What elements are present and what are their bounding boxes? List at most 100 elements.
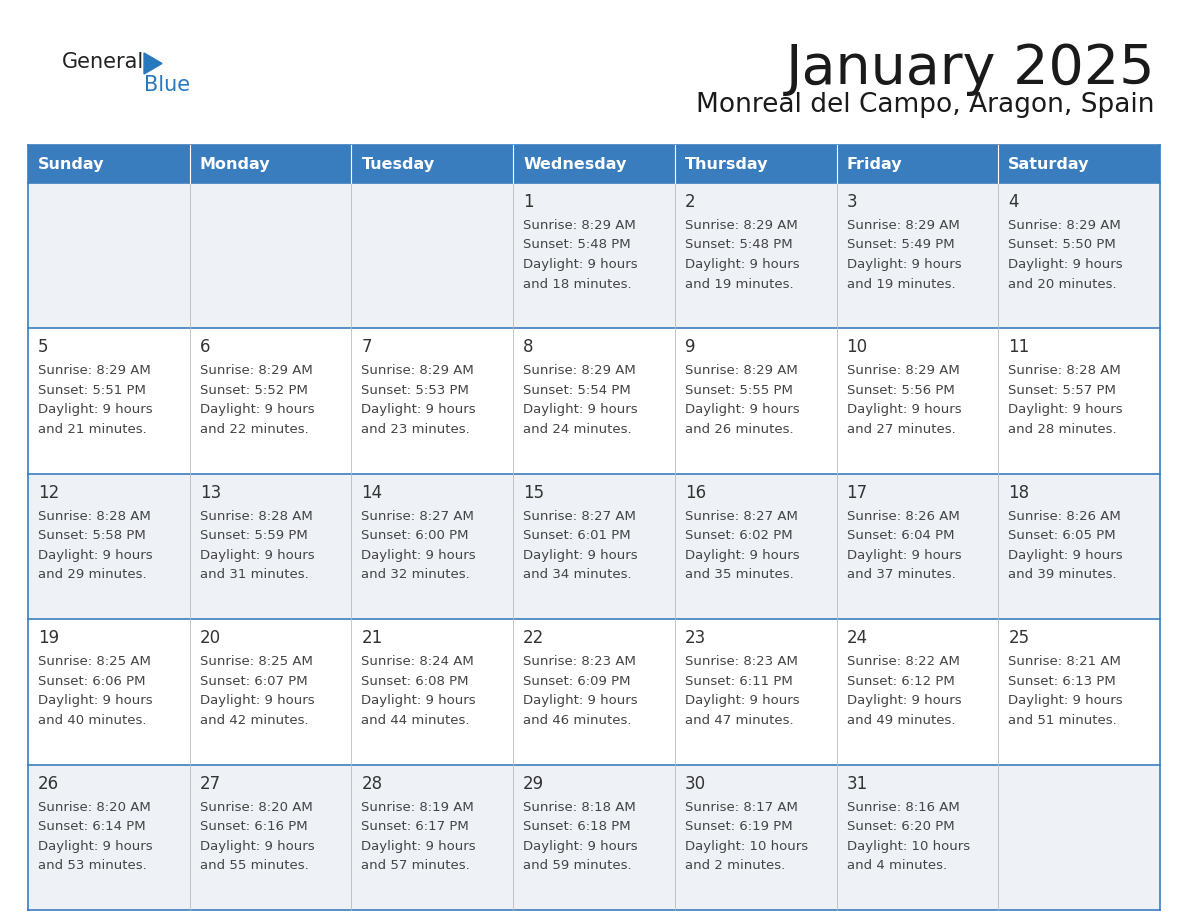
Text: Tuesday: Tuesday	[361, 156, 435, 172]
Text: 3: 3	[847, 193, 858, 211]
Text: Sunset: 5:55 PM: Sunset: 5:55 PM	[684, 384, 792, 397]
Text: Sunset: 5:50 PM: Sunset: 5:50 PM	[1009, 239, 1116, 252]
Text: Daylight: 9 hours: Daylight: 9 hours	[1009, 403, 1123, 417]
Polygon shape	[144, 53, 162, 74]
Text: Sunrise: 8:27 AM: Sunrise: 8:27 AM	[523, 509, 636, 522]
Text: Daylight: 9 hours: Daylight: 9 hours	[523, 403, 638, 417]
Text: Sunset: 6:13 PM: Sunset: 6:13 PM	[1009, 675, 1116, 688]
Text: Sunrise: 8:29 AM: Sunrise: 8:29 AM	[847, 364, 960, 377]
Text: and 59 minutes.: and 59 minutes.	[523, 859, 632, 872]
Text: Daylight: 9 hours: Daylight: 9 hours	[523, 840, 638, 853]
Text: Saturday: Saturday	[1009, 156, 1089, 172]
Bar	[29, 183, 1159, 329]
Text: and 32 minutes.: and 32 minutes.	[361, 568, 470, 581]
Text: Daylight: 9 hours: Daylight: 9 hours	[361, 694, 476, 707]
Text: Sunrise: 8:24 AM: Sunrise: 8:24 AM	[361, 655, 474, 668]
Text: Sunrise: 8:25 AM: Sunrise: 8:25 AM	[38, 655, 151, 668]
Text: Sunset: 5:58 PM: Sunset: 5:58 PM	[38, 530, 146, 543]
Text: 27: 27	[200, 775, 221, 792]
Text: and 35 minutes.: and 35 minutes.	[684, 568, 794, 581]
Text: and 47 minutes.: and 47 minutes.	[684, 713, 794, 727]
Text: Thursday: Thursday	[684, 156, 769, 172]
Text: and 29 minutes.: and 29 minutes.	[38, 568, 146, 581]
Bar	[29, 620, 1159, 765]
Text: Sunset: 6:02 PM: Sunset: 6:02 PM	[684, 530, 792, 543]
Text: and 2 minutes.: and 2 minutes.	[684, 859, 785, 872]
Text: Daylight: 9 hours: Daylight: 9 hours	[684, 549, 800, 562]
Text: Daylight: 9 hours: Daylight: 9 hours	[684, 403, 800, 417]
Text: Friday: Friday	[847, 156, 902, 172]
Text: Sunrise: 8:21 AM: Sunrise: 8:21 AM	[1009, 655, 1121, 668]
Text: 1: 1	[523, 193, 533, 211]
Text: and 28 minutes.: and 28 minutes.	[1009, 423, 1117, 436]
Text: Monday: Monday	[200, 156, 271, 172]
Text: Sunrise: 8:29 AM: Sunrise: 8:29 AM	[361, 364, 474, 377]
Bar	[29, 145, 1159, 183]
Text: Daylight: 9 hours: Daylight: 9 hours	[847, 549, 961, 562]
Text: Sunrise: 8:29 AM: Sunrise: 8:29 AM	[847, 219, 960, 232]
Text: and 34 minutes.: and 34 minutes.	[523, 568, 632, 581]
Text: 9: 9	[684, 339, 695, 356]
Text: 6: 6	[200, 339, 210, 356]
Text: Sunset: 6:14 PM: Sunset: 6:14 PM	[38, 820, 146, 834]
Text: Daylight: 9 hours: Daylight: 9 hours	[523, 549, 638, 562]
Text: and 55 minutes.: and 55 minutes.	[200, 859, 309, 872]
Text: Sunrise: 8:23 AM: Sunrise: 8:23 AM	[684, 655, 797, 668]
Text: 29: 29	[523, 775, 544, 792]
Text: Daylight: 9 hours: Daylight: 9 hours	[200, 403, 315, 417]
Text: 4: 4	[1009, 193, 1019, 211]
Text: 7: 7	[361, 339, 372, 356]
Text: and 51 minutes.: and 51 minutes.	[1009, 713, 1117, 727]
Text: Daylight: 9 hours: Daylight: 9 hours	[200, 694, 315, 707]
Text: Sunset: 6:08 PM: Sunset: 6:08 PM	[361, 675, 469, 688]
Text: and 26 minutes.: and 26 minutes.	[684, 423, 794, 436]
Text: Daylight: 9 hours: Daylight: 9 hours	[200, 549, 315, 562]
Text: and 21 minutes.: and 21 minutes.	[38, 423, 147, 436]
Text: Sunset: 6:09 PM: Sunset: 6:09 PM	[523, 675, 631, 688]
Text: Sunrise: 8:27 AM: Sunrise: 8:27 AM	[684, 509, 797, 522]
Text: Sunset: 5:57 PM: Sunset: 5:57 PM	[1009, 384, 1117, 397]
Text: Daylight: 9 hours: Daylight: 9 hours	[684, 694, 800, 707]
Text: Sunset: 5:56 PM: Sunset: 5:56 PM	[847, 384, 954, 397]
Text: 31: 31	[847, 775, 867, 792]
Text: and 20 minutes.: and 20 minutes.	[1009, 277, 1117, 290]
Text: Sunset: 5:59 PM: Sunset: 5:59 PM	[200, 530, 308, 543]
Bar	[29, 329, 1159, 474]
Text: and 37 minutes.: and 37 minutes.	[847, 568, 955, 581]
Text: 23: 23	[684, 629, 706, 647]
Text: Wednesday: Wednesday	[523, 156, 626, 172]
Text: Sunrise: 8:22 AM: Sunrise: 8:22 AM	[847, 655, 960, 668]
Text: Sunrise: 8:23 AM: Sunrise: 8:23 AM	[523, 655, 636, 668]
Text: 13: 13	[200, 484, 221, 502]
Text: Daylight: 9 hours: Daylight: 9 hours	[361, 840, 476, 853]
Text: and 18 minutes.: and 18 minutes.	[523, 277, 632, 290]
Text: Sunset: 6:01 PM: Sunset: 6:01 PM	[523, 530, 631, 543]
Text: 20: 20	[200, 629, 221, 647]
Text: Daylight: 9 hours: Daylight: 9 hours	[684, 258, 800, 271]
Text: Sunrise: 8:29 AM: Sunrise: 8:29 AM	[38, 364, 151, 377]
Text: Sunset: 6:06 PM: Sunset: 6:06 PM	[38, 675, 145, 688]
Text: 15: 15	[523, 484, 544, 502]
Text: Daylight: 10 hours: Daylight: 10 hours	[684, 840, 808, 853]
Text: Sunrise: 8:29 AM: Sunrise: 8:29 AM	[684, 219, 797, 232]
Text: 30: 30	[684, 775, 706, 792]
Text: 11: 11	[1009, 339, 1030, 356]
Text: January 2025: January 2025	[785, 42, 1155, 96]
Text: Daylight: 9 hours: Daylight: 9 hours	[847, 694, 961, 707]
Text: Daylight: 9 hours: Daylight: 9 hours	[38, 694, 152, 707]
Text: Sunset: 6:05 PM: Sunset: 6:05 PM	[1009, 530, 1116, 543]
Text: Daylight: 9 hours: Daylight: 9 hours	[38, 403, 152, 417]
Text: Sunrise: 8:29 AM: Sunrise: 8:29 AM	[1009, 219, 1121, 232]
Text: and 31 minutes.: and 31 minutes.	[200, 568, 309, 581]
Text: 21: 21	[361, 629, 383, 647]
Text: 14: 14	[361, 484, 383, 502]
Text: Sunset: 5:49 PM: Sunset: 5:49 PM	[847, 239, 954, 252]
Text: 24: 24	[847, 629, 867, 647]
Text: Sunset: 6:04 PM: Sunset: 6:04 PM	[847, 530, 954, 543]
Text: Sunrise: 8:29 AM: Sunrise: 8:29 AM	[200, 364, 312, 377]
Text: Daylight: 9 hours: Daylight: 9 hours	[847, 258, 961, 271]
Text: and 19 minutes.: and 19 minutes.	[847, 277, 955, 290]
Text: Sunrise: 8:29 AM: Sunrise: 8:29 AM	[523, 219, 636, 232]
Text: 8: 8	[523, 339, 533, 356]
Text: 22: 22	[523, 629, 544, 647]
